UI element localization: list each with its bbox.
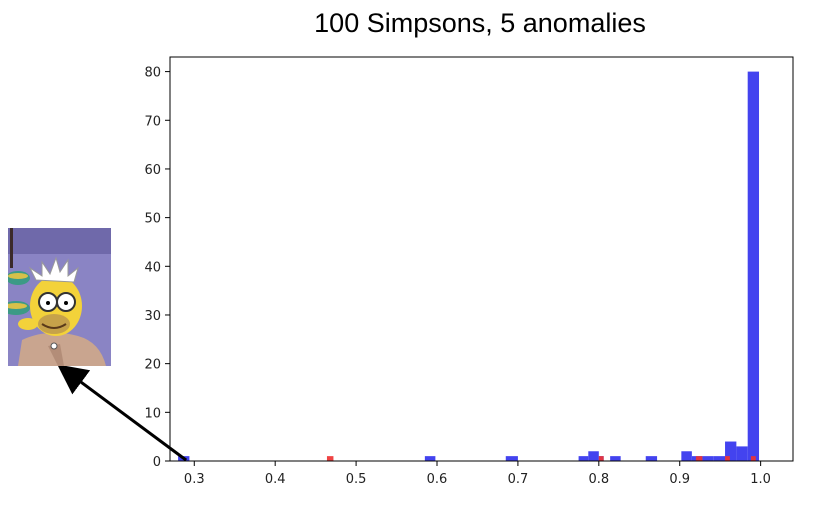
- y-tick-label: 0: [153, 455, 161, 470]
- x-tick-label: 0.5: [346, 472, 367, 487]
- plot-frame: [169, 56, 794, 462]
- y-tick-label: 50: [144, 212, 161, 227]
- x-tick-label: 0.3: [184, 472, 205, 487]
- histogram-bar-0-13: [736, 446, 748, 461]
- histogram-bar-0-7: [645, 456, 658, 461]
- histogram-bar-0-1: [424, 456, 436, 461]
- y-tick-label: 30: [144, 309, 161, 324]
- histogram-bar-0-6: [610, 456, 621, 461]
- histogram-bar-1-2: [695, 456, 703, 461]
- y-tick-label: 60: [144, 163, 161, 178]
- grampa-simpson-icon: [8, 228, 111, 366]
- x-tick-label: 0.6: [427, 472, 448, 487]
- histogram-bar-0-11: [713, 456, 726, 461]
- histogram-bar-0-4: [588, 451, 599, 461]
- histogram-bar-1-3: [725, 456, 730, 461]
- x-tick-label: 1.0: [750, 472, 771, 487]
- histogram-bar-0-8: [681, 451, 692, 461]
- histogram-bar-0-14: [747, 71, 760, 461]
- histogram-bar-0-2: [505, 456, 518, 461]
- histogram-bar-1-1: [598, 456, 604, 461]
- histogram-bar-0-12: [725, 441, 737, 461]
- x-tick-label: 0.8: [588, 472, 609, 487]
- chart-title: 100 Simpsons, 5 anomalies: [314, 8, 646, 38]
- histogram-bar-0-10: [702, 456, 714, 461]
- annotation-arrow: [57, 364, 188, 462]
- y-tick-label: 40: [144, 260, 161, 275]
- y-tick-label: 70: [144, 114, 161, 129]
- x-tick-label: 0.4: [265, 472, 286, 487]
- y-tick-label: 20: [144, 358, 161, 373]
- y-tick-label: 10: [144, 406, 161, 421]
- histogram-bar-0-3: [578, 456, 589, 461]
- x-tick-label: 0.7: [508, 472, 529, 487]
- grampa-simpson-image: [8, 228, 111, 366]
- histogram-bar-1-4: [750, 456, 756, 461]
- x-tick-label: 0.9: [669, 472, 690, 487]
- y-tick-label: 80: [144, 66, 161, 81]
- histogram-bar-1-0: [326, 456, 334, 461]
